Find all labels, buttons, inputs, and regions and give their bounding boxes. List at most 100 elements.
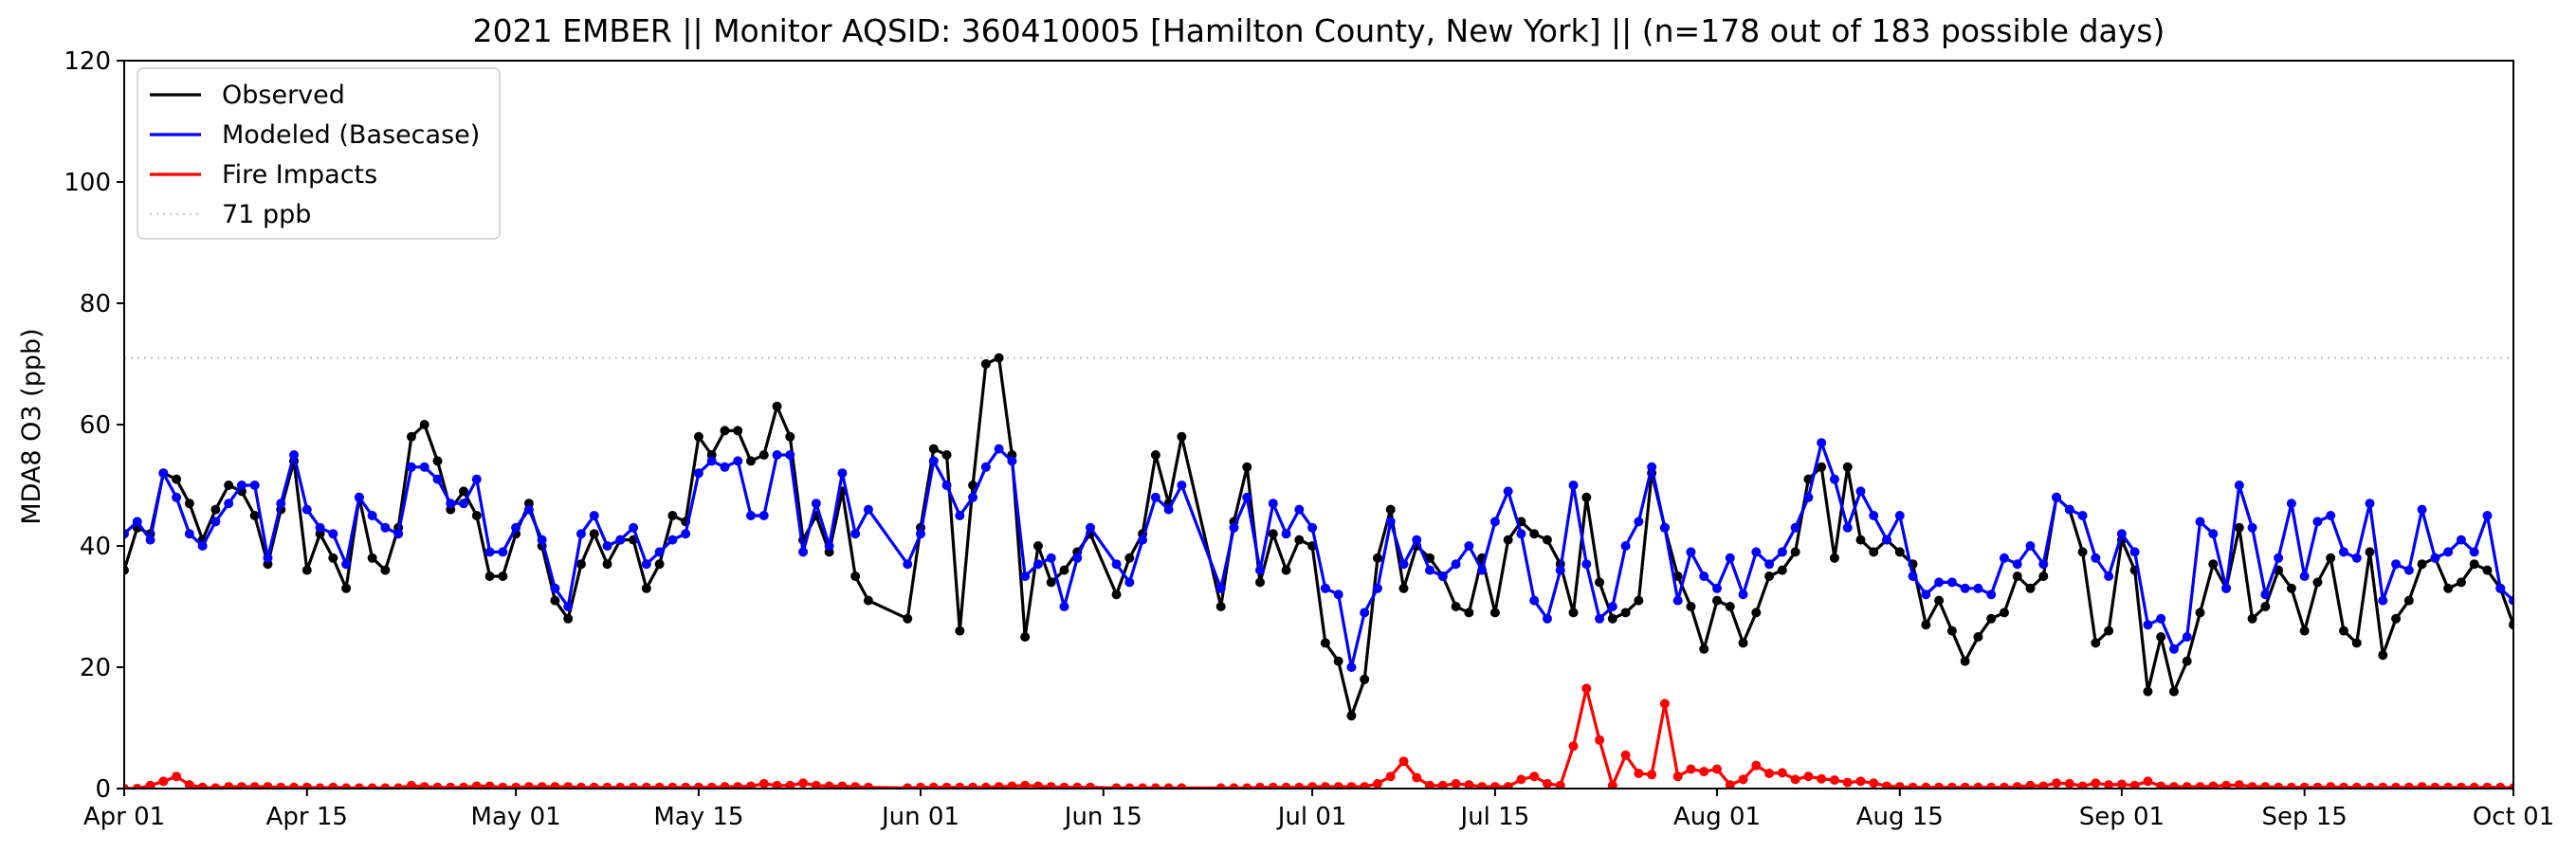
data-point (955, 511, 965, 520)
data-point (1894, 547, 1905, 557)
data-point (1999, 553, 2009, 563)
data-point (1790, 547, 1800, 557)
data-point (2038, 559, 2049, 570)
legend-label: Observed (222, 81, 345, 110)
data-point (1686, 602, 1696, 611)
data-point (654, 547, 665, 557)
data-point (459, 499, 469, 509)
data-point (2403, 782, 2414, 789)
data-point (1555, 780, 1565, 789)
data-point (2286, 782, 2296, 789)
data-point (1464, 780, 1474, 789)
data-point (1568, 741, 1579, 752)
data-point (1894, 511, 1905, 520)
data-point (2430, 782, 2440, 789)
data-point (2025, 583, 2036, 593)
y-tick-label: 0 (95, 775, 111, 804)
data-point (1581, 683, 1592, 694)
data-point (2326, 782, 2336, 789)
data-point (1385, 771, 1396, 782)
data-point (1934, 782, 1945, 789)
data-point (615, 782, 626, 789)
data-point (1425, 565, 1435, 575)
data-point (2338, 626, 2348, 636)
data-point (498, 547, 508, 557)
data-point (315, 522, 325, 533)
data-point (471, 474, 482, 484)
data-point (406, 431, 416, 442)
data-point (1215, 602, 1226, 611)
data-point (2234, 780, 2244, 789)
data-point (941, 481, 952, 490)
data-point (1803, 771, 1814, 782)
data-point (1973, 632, 1983, 642)
data-point (1111, 783, 1122, 789)
data-point (589, 529, 599, 539)
data-point (1921, 782, 1931, 789)
data-point (2091, 553, 2101, 563)
data-point (210, 783, 221, 789)
data-point (1999, 782, 2009, 789)
data-point (863, 504, 873, 515)
data-point (224, 499, 234, 509)
data-point (563, 602, 574, 611)
data-point (1607, 780, 1617, 789)
data-point (1124, 577, 1135, 588)
data-point (1059, 565, 1069, 575)
data-point (575, 529, 586, 539)
data-point (2495, 782, 2506, 789)
data-point (328, 529, 338, 539)
data-point (1986, 590, 1997, 600)
data-point (1934, 595, 1945, 606)
data-point (798, 778, 809, 789)
data-point (1177, 431, 1187, 442)
data-point (1647, 462, 1657, 472)
data-point (1764, 559, 1775, 570)
data-point (2012, 559, 2022, 570)
data-point (523, 782, 534, 789)
data-point (1320, 782, 1330, 789)
data-point (1986, 782, 1997, 789)
data-point (681, 529, 691, 539)
data-point (1255, 577, 1266, 588)
data-point (2469, 782, 2479, 789)
data-point (1607, 602, 1617, 611)
data-point (276, 499, 286, 509)
data-point (1229, 522, 1239, 533)
data-point (772, 780, 782, 789)
data-point (301, 565, 312, 575)
data-point (432, 474, 443, 484)
data-point (1032, 781, 1043, 789)
data-point (928, 782, 939, 789)
legend-box (137, 67, 501, 240)
data-point (1790, 522, 1800, 533)
data-point (2456, 535, 2466, 545)
data-point (2195, 517, 2205, 527)
data-point (419, 420, 429, 429)
data-point (471, 781, 482, 789)
data-point (1817, 773, 1827, 784)
data-point (1842, 777, 1853, 788)
data-point (1672, 771, 1683, 782)
data-point (2482, 782, 2493, 789)
data-point (1869, 547, 1879, 557)
data-point (667, 535, 678, 545)
data-point (1320, 638, 1330, 648)
data-point (850, 529, 861, 539)
data-point (681, 782, 691, 789)
data-point (172, 771, 182, 782)
data-point (419, 782, 429, 789)
data-point (1817, 438, 1827, 448)
data-point (785, 431, 795, 442)
data-point (393, 529, 404, 539)
data-point (1503, 535, 1513, 545)
data-point (2403, 595, 2414, 606)
data-point (1647, 770, 1657, 780)
data-point (1020, 780, 1031, 789)
data-point (2299, 782, 2310, 789)
data-point (1333, 656, 1343, 666)
data-point (955, 626, 965, 636)
data-point (1751, 760, 1762, 771)
data-point (1725, 602, 1735, 611)
data-point (2025, 541, 2036, 551)
